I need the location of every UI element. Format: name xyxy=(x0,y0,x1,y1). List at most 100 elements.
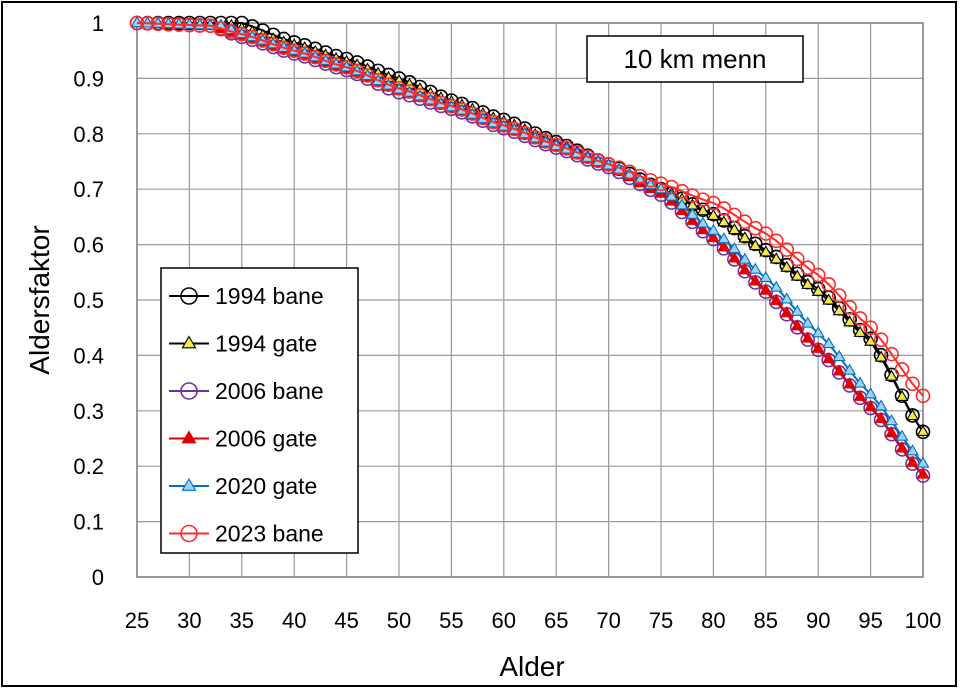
data-point xyxy=(737,228,753,244)
series-2023-bane xyxy=(129,15,931,404)
data-point xyxy=(276,40,292,56)
data-point xyxy=(727,251,741,263)
data-point xyxy=(423,91,438,107)
data-point xyxy=(675,203,689,215)
x-tick-label: 65 xyxy=(544,608,568,633)
data-point xyxy=(906,444,919,456)
x-tick-label: 60 xyxy=(492,608,516,633)
data-point xyxy=(853,389,867,401)
x-tick-label: 35 xyxy=(230,608,254,633)
data-point xyxy=(665,189,678,201)
data-point xyxy=(738,263,752,275)
data-point xyxy=(885,369,899,381)
y-tick-label: 0.5 xyxy=(73,288,104,313)
legend-label: 2020 gate xyxy=(215,473,317,499)
data-point xyxy=(339,60,354,75)
data-point xyxy=(821,277,836,292)
x-tick-label: 75 xyxy=(649,608,673,633)
data-point xyxy=(916,424,930,437)
data-point xyxy=(297,46,312,61)
data-point xyxy=(873,332,889,347)
data-point xyxy=(874,411,888,423)
y-tick-label: 0 xyxy=(92,565,104,590)
tick-labels: 25 30 35 40 45 50 55 60 65 70 75 80 85 90 95 100 0 0.1 0.2… xyxy=(73,11,941,633)
legend-marker xyxy=(180,287,198,305)
data-point xyxy=(548,137,564,153)
data-point xyxy=(213,21,229,36)
data-point xyxy=(894,388,910,404)
data-point xyxy=(738,231,752,243)
data-point xyxy=(601,156,616,172)
data-point xyxy=(864,387,878,399)
x-tick-label: 30 xyxy=(177,608,201,633)
data-point xyxy=(496,118,512,133)
data-point xyxy=(328,57,344,72)
data-point xyxy=(811,284,825,296)
data-point xyxy=(486,114,501,130)
data-point xyxy=(716,201,732,216)
data-point xyxy=(759,270,773,283)
data-point xyxy=(832,364,846,376)
data-point xyxy=(915,388,931,404)
data-point xyxy=(822,336,836,349)
plot-border xyxy=(136,22,924,578)
data-point xyxy=(717,240,731,252)
data-point xyxy=(894,362,910,377)
x-tick-label: 40 xyxy=(282,608,306,633)
data-point xyxy=(654,182,668,194)
legend-item: 1994 gate xyxy=(169,331,317,357)
data-point xyxy=(244,29,260,45)
y-tick-label: 0.3 xyxy=(73,399,104,424)
data-point xyxy=(696,223,710,235)
data-point xyxy=(790,269,804,281)
data-point xyxy=(318,53,333,69)
x-tick-label: 90 xyxy=(806,608,830,633)
data-point xyxy=(696,204,710,216)
data-point xyxy=(758,242,774,258)
data-point xyxy=(717,232,731,244)
data-point xyxy=(905,376,920,392)
x-tick-label: 25 xyxy=(125,608,149,633)
data-point xyxy=(759,283,773,295)
data-point xyxy=(759,245,773,257)
data-point xyxy=(307,49,323,65)
data-point xyxy=(171,17,187,32)
legend-label: 1994 bane xyxy=(215,283,324,309)
data-point xyxy=(906,408,919,421)
data-point xyxy=(129,15,145,31)
data-point xyxy=(653,176,669,191)
data-point xyxy=(727,242,741,254)
data-point xyxy=(832,304,846,316)
data-point xyxy=(852,311,868,326)
x-tick-label: 85 xyxy=(754,608,778,633)
data-point xyxy=(224,24,239,39)
data-point xyxy=(150,16,166,32)
x-tick-label: 70 xyxy=(596,608,620,633)
data-point xyxy=(874,350,888,362)
data-point xyxy=(696,216,710,228)
data-point xyxy=(433,95,449,111)
legend-box xyxy=(160,267,359,554)
data-point xyxy=(769,252,783,264)
data-point xyxy=(811,326,825,338)
data-point xyxy=(727,222,741,235)
y-tick-label: 0.9 xyxy=(73,66,104,91)
y-axis-title: Aldersfaktor xyxy=(24,225,55,374)
data-point xyxy=(864,399,878,412)
data-point xyxy=(895,441,909,453)
chart-title-box: 10 km menn xyxy=(586,35,804,83)
data-point xyxy=(685,213,699,225)
chart-title: 10 km menn xyxy=(623,44,766,74)
data-point xyxy=(895,429,909,441)
data-point xyxy=(182,17,197,33)
data-point xyxy=(161,16,176,32)
legend-item: 1994 bane xyxy=(169,283,324,309)
data-point xyxy=(800,260,816,276)
data-point xyxy=(916,467,930,479)
y-tick-label: 0.4 xyxy=(73,343,104,368)
y-tick-label: 0.8 xyxy=(73,122,104,147)
x-tick-label: 45 xyxy=(334,608,358,633)
data-point xyxy=(265,36,281,52)
data-point xyxy=(151,16,165,28)
